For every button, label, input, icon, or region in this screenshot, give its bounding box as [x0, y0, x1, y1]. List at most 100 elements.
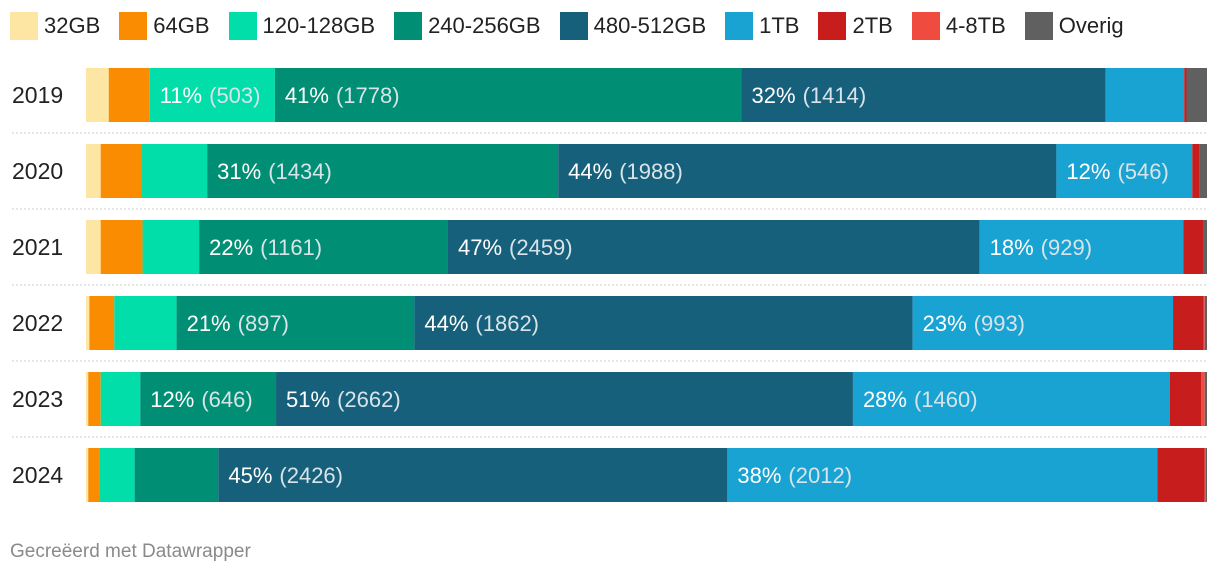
data-label-count: (2459)	[509, 235, 573, 260]
bar-segment-2020-1tb	[1056, 144, 1193, 198]
data-label-percent: 44%	[424, 311, 468, 336]
legend-item-overig: Overig	[1024, 12, 1124, 40]
data-label-percent: 51%	[286, 387, 330, 412]
bar-segment-2019-120-128gb	[149, 68, 275, 122]
bar-segment-2019-240-256gb	[274, 68, 742, 122]
data-label-percent: 38%	[737, 463, 781, 488]
bar-segment-2020-480-512gb	[558, 144, 1057, 198]
bar-segment-2021-120-128gb	[142, 220, 200, 274]
data-label-count: (503)	[209, 83, 260, 108]
data-label-percent: 32%	[752, 83, 796, 108]
legend-label: 32GB	[44, 13, 101, 38]
legend-swatch	[119, 12, 148, 40]
data-label-count: (646)	[201, 387, 252, 412]
data-label-percent: 44%	[568, 159, 612, 184]
bar-segment-2023-4-8tb	[1201, 372, 1205, 426]
data-label-percent: 41%	[285, 83, 329, 108]
chart-credit: Gecreëerd met Datawrapper	[10, 541, 251, 562]
data-label-count: (1434)	[268, 159, 332, 184]
legend-label: 240-256GB	[428, 13, 541, 38]
bar-segment-2020-240-256gb	[207, 144, 559, 198]
bar-segment-2020-overig	[1199, 144, 1207, 198]
data-label: 18% (929)	[990, 235, 1092, 260]
bar-segment-2019-480-512gb	[741, 68, 1106, 122]
legend-swatch	[10, 12, 38, 40]
bar-segment-2020-120-128gb	[141, 144, 208, 198]
data-label-count: (1161)	[260, 235, 322, 260]
data-label: 22% (1161)	[209, 235, 322, 260]
data-label-percent: 21%	[187, 311, 231, 336]
bar-segment-2019-1tb	[1105, 68, 1185, 122]
bar-segment-2022-overig	[1204, 296, 1207, 350]
bar-segment-2024-1tb	[727, 448, 1158, 502]
bar-segment-2024-240-256gb	[134, 448, 219, 502]
bar-segment-2022-4-8tb	[1203, 296, 1205, 350]
data-label-count: (2012)	[788, 463, 852, 488]
data-label: 12% (546)	[1066, 159, 1168, 184]
bar-segment-2024-64gb	[88, 448, 100, 502]
legend-swatch	[559, 12, 588, 40]
legend-item-2tb: 2TB	[818, 12, 893, 40]
bar-segment-2022-32gb	[86, 296, 90, 350]
data-label-percent: 12%	[150, 387, 194, 412]
bar-segment-2023-1tb	[852, 372, 1170, 426]
legend-swatch	[911, 12, 940, 40]
data-label-percent: 47%	[458, 235, 502, 260]
legend-label: 64GB	[153, 13, 210, 38]
data-label: 51% (2662)	[286, 387, 401, 412]
legend-label: 2TB	[852, 13, 893, 38]
legend-swatch	[228, 12, 257, 40]
data-label: 28% (1460)	[863, 387, 978, 412]
data-label-count: (1414)	[803, 83, 867, 108]
legend-label: 120-128GB	[262, 13, 376, 38]
data-label: 38% (2012)	[737, 463, 852, 488]
data-label: 31% (1434)	[217, 159, 332, 184]
bar-segment-2021-64gb	[100, 220, 143, 274]
category-label: 2023	[12, 386, 63, 412]
legend-swatch	[394, 12, 423, 40]
data-label-percent: 11%	[160, 83, 202, 108]
bar-segment-2021-240-256gb	[199, 220, 448, 274]
data-label-count: (1778)	[336, 83, 400, 108]
data-label: 23% (993)	[923, 311, 1025, 336]
bar-segment-2019-overig	[1186, 68, 1207, 122]
bar-segment-2023-120-128gb	[100, 372, 141, 426]
data-label-count: (993)	[974, 311, 1025, 336]
legend-label: 480-512GB	[593, 13, 707, 38]
data-label-count: (1862)	[475, 311, 539, 336]
bar-segment-2023-480-512gb	[276, 372, 853, 426]
data-label-count: (1460)	[914, 387, 978, 412]
bar-segment-2020-2tb	[1192, 144, 1200, 198]
data-label: 45% (2426)	[228, 463, 343, 488]
legend-item-32gb: 32GB	[10, 12, 100, 40]
data-label-count: (2662)	[337, 387, 401, 412]
data-label: 44% (1862)	[424, 311, 539, 336]
data-label: 41% (1778)	[285, 83, 400, 108]
bar-segment-2024-480-512gb	[218, 448, 728, 502]
category-label: 2020	[12, 158, 63, 184]
data-label: 12% (646)	[150, 387, 252, 412]
data-label-percent: 45%	[228, 463, 272, 488]
bar-segment-2023-2tb	[1169, 372, 1202, 426]
legend-item-240-256gb: 240-256GB	[394, 12, 541, 40]
data-label: 11% (503)	[160, 83, 261, 108]
category-label: 2024	[12, 462, 63, 488]
bar-segment-2020-64gb	[100, 144, 142, 198]
bar-segment-2022-1tb	[912, 296, 1174, 350]
bar-segment-2022-64gb	[89, 296, 115, 350]
bar-segment-2020-32gb	[86, 144, 101, 198]
legend-swatch	[818, 12, 847, 40]
data-label-percent: 18%	[990, 235, 1034, 260]
bar-segment-2021-overig	[1203, 220, 1207, 274]
data-label: 47% (2459)	[458, 235, 573, 260]
legend-swatch	[1024, 12, 1053, 40]
bar-segment-2021-480-512gb	[447, 220, 980, 274]
data-label-percent: 12%	[1066, 159, 1110, 184]
legend-item-64gb: 64GB	[119, 12, 210, 40]
data-label: 21% (897)	[187, 311, 289, 336]
bar-segment-2024-overig	[1205, 448, 1207, 502]
data-label-count: (546)	[1117, 159, 1168, 184]
data-label-percent: 22%	[209, 235, 253, 260]
bar-segment-2024-2tb	[1157, 448, 1205, 502]
